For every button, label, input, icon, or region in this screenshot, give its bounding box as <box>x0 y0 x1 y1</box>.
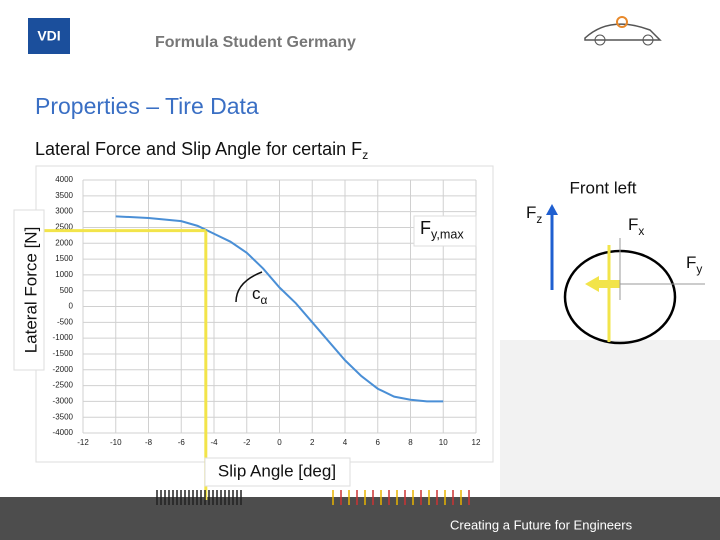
y-tick-label: 500 <box>60 286 74 295</box>
force-label: Fy <box>686 253 702 276</box>
angle-arc <box>235 271 263 303</box>
subtitle-text: Lateral Force and Slip Angle for certain… <box>35 139 362 159</box>
annotation-main: c <box>252 284 261 303</box>
y-tick-label: 0 <box>69 302 74 311</box>
x-tick-label: 6 <box>376 438 381 447</box>
x-label-box <box>204 457 351 487</box>
force-label-sub: x <box>638 224 644 238</box>
y-tick-label: 1000 <box>55 270 73 279</box>
subtitle-sub: z <box>362 148 368 162</box>
plot-frame <box>35 165 494 463</box>
brand: Formula Student Germany <box>155 34 356 51</box>
x-tick-label: 0 <box>277 438 282 447</box>
x-axis-label: Slip Angle [deg] <box>218 461 336 480</box>
y-tick-label: -3000 <box>53 396 74 405</box>
fy-arrowhead <box>585 276 599 292</box>
x-tick-label: 8 <box>408 438 413 447</box>
footer-bar <box>0 497 720 540</box>
subtitle: Lateral Force and Slip Angle for certain… <box>35 139 368 162</box>
annotation: cα <box>252 284 268 307</box>
logo-wheel <box>594 34 606 46</box>
annotation: Fy,max <box>420 218 464 242</box>
y-tick-label: 3000 <box>55 207 73 216</box>
x-tick-label: -2 <box>243 438 251 447</box>
logo-wheel <box>642 34 654 46</box>
logo-car <box>584 23 662 41</box>
x-tick-label: -10 <box>110 438 122 447</box>
x-tick-label: 2 <box>310 438 315 447</box>
bg-decoration <box>500 340 720 497</box>
y-tick-label: -3500 <box>53 412 74 421</box>
y-tick-label: 1500 <box>55 254 73 263</box>
y-tick-label: -1500 <box>53 349 74 358</box>
y-tick-label: -1000 <box>53 333 74 342</box>
annotation-sub: y,max <box>431 228 464 242</box>
y-tick-label: 2500 <box>55 223 73 232</box>
y-tick-label: -2000 <box>53 365 74 374</box>
y-tick-label: 3500 <box>55 191 73 200</box>
logo: VDI <box>37 28 60 44</box>
y-tick-label: -2500 <box>53 381 74 390</box>
y-tick-label: 2000 <box>55 238 73 247</box>
force-label-sub: z <box>536 212 542 226</box>
force-label-main: F <box>686 253 696 272</box>
diagram-title: Front left <box>569 178 636 197</box>
x-tick-label: -12 <box>77 438 89 447</box>
y-label-box <box>13 209 45 371</box>
force-label-sub: y <box>696 262 702 276</box>
tire-diagram: Front left <box>546 178 705 345</box>
force-label: Fz <box>526 203 542 226</box>
x-tick-label: -4 <box>210 438 218 447</box>
force-label-main: F <box>628 215 638 234</box>
footer: Creating a Future for Engineers <box>450 517 633 532</box>
annotation-main: F <box>420 218 431 238</box>
force-label: Fx <box>628 215 644 238</box>
x-tick-label: 10 <box>439 438 448 447</box>
y-axis-label: Lateral Force [N] <box>21 227 40 354</box>
x-tick-label: 12 <box>472 438 481 447</box>
x-tick-label: 4 <box>343 438 348 447</box>
y-tick-label: -4000 <box>53 428 74 437</box>
data-line <box>115 215 444 403</box>
fsg-logo <box>584 16 662 46</box>
fz-arrowhead <box>546 204 558 215</box>
force-label-main: F <box>526 203 536 222</box>
logo-dot <box>616 16 628 28</box>
logo-box <box>28 18 70 54</box>
annotation-sub: α <box>261 293 268 307</box>
y-tick-label: 4000 <box>55 175 73 184</box>
x-tick-label: -6 <box>178 438 186 447</box>
y-tick-label: -500 <box>57 317 74 326</box>
annotation-box <box>413 215 477 247</box>
x-tick-label: -8 <box>145 438 153 447</box>
slide-title: Properties – Tire Data <box>35 93 259 119</box>
